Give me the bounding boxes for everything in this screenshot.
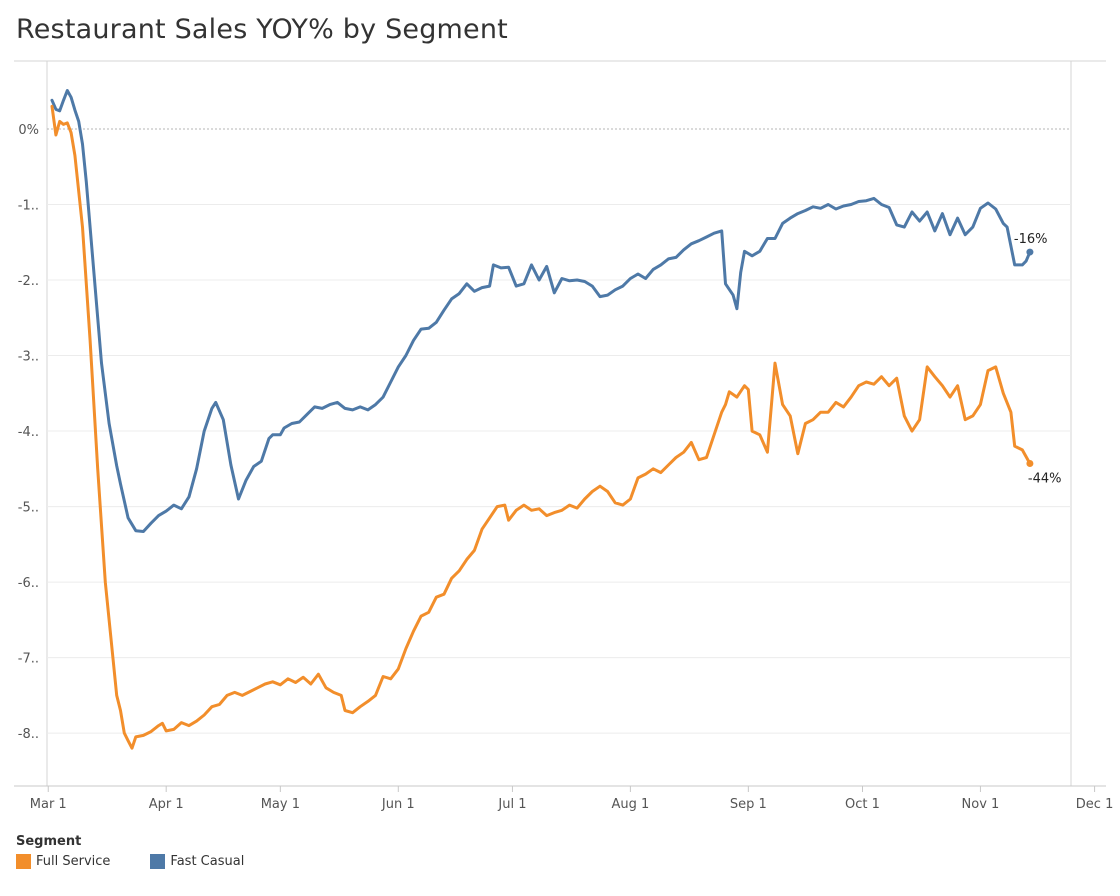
y-tick-label: 0% <box>18 123 39 138</box>
x-axis-ticks: Mar 1 Apr 1 May 1 Jun 1 Jul 1 Aug 1 Sep 1 Oct 1… <box>30 786 1114 812</box>
x-tick-label: Jul 1 <box>497 797 526 812</box>
legend-title: Segment <box>16 834 82 849</box>
x-tick-label: May 1 <box>261 797 300 812</box>
y-tick-label: -1.. <box>18 198 39 213</box>
x-tick-label: Apr 1 <box>149 797 184 812</box>
x-tick-label: Aug 1 <box>611 797 649 812</box>
legend-label-full-service: Full Service <box>36 854 111 869</box>
y-tick-label: -7.. <box>18 652 39 667</box>
end-labels: -16% -44% <box>1014 232 1062 486</box>
legend-swatch-fast-casual <box>150 854 166 869</box>
end-label-fast-casual: -16% <box>1014 232 1048 247</box>
series-line-fast-casual[interactable] <box>50 89 1032 533</box>
line-chart: 0% -1.. -2.. -3.. -4.. -5.. -6.. -7.. -8.. Mar 1… <box>14 60 1114 812</box>
legend-swatch-full-service <box>16 854 31 869</box>
end-point-fast-casual[interactable] <box>1026 248 1034 256</box>
legend-item-full-service[interactable]: Full Service <box>16 854 110 869</box>
gridlines <box>47 128 1071 734</box>
x-tick-label: Dec 1 <box>1076 797 1114 812</box>
legend-label-fast-casual: Fast Casual <box>170 854 245 869</box>
y-axis-tick-labels: 0% -1.. -2.. -3.. -4.. -5.. -6.. -7.. -8.. <box>18 123 39 742</box>
y-tick-label: -2.. <box>18 274 39 289</box>
x-tick-label: Jun 1 <box>381 797 415 812</box>
y-tick-label: -5.. <box>18 501 39 516</box>
legend: Segment Full Service Fast Casual <box>16 834 244 869</box>
series-lines <box>50 89 1034 750</box>
series-line-full-service[interactable] <box>50 104 1032 750</box>
chart-title: Restaurant Sales YOY% by Segment <box>16 14 508 45</box>
x-tick-label: Oct 1 <box>845 797 880 812</box>
legend-items: Full Service Fast Casual <box>16 854 244 869</box>
chart-frame <box>14 60 1106 787</box>
y-tick-label: -8.. <box>18 727 39 742</box>
y-tick-label: -6.. <box>18 576 39 591</box>
y-tick-label: -4.. <box>18 425 39 440</box>
legend-item-fast-casual[interactable]: Fast Casual <box>150 854 244 869</box>
x-tick-label: Nov 1 <box>962 797 1000 812</box>
y-tick-label: -3.. <box>18 350 39 365</box>
x-tick-label: Sep 1 <box>730 797 767 812</box>
end-label-full-service: -44% <box>1028 472 1062 487</box>
end-point-full-service[interactable] <box>1026 460 1034 468</box>
x-tick-label: Mar 1 <box>30 797 67 812</box>
